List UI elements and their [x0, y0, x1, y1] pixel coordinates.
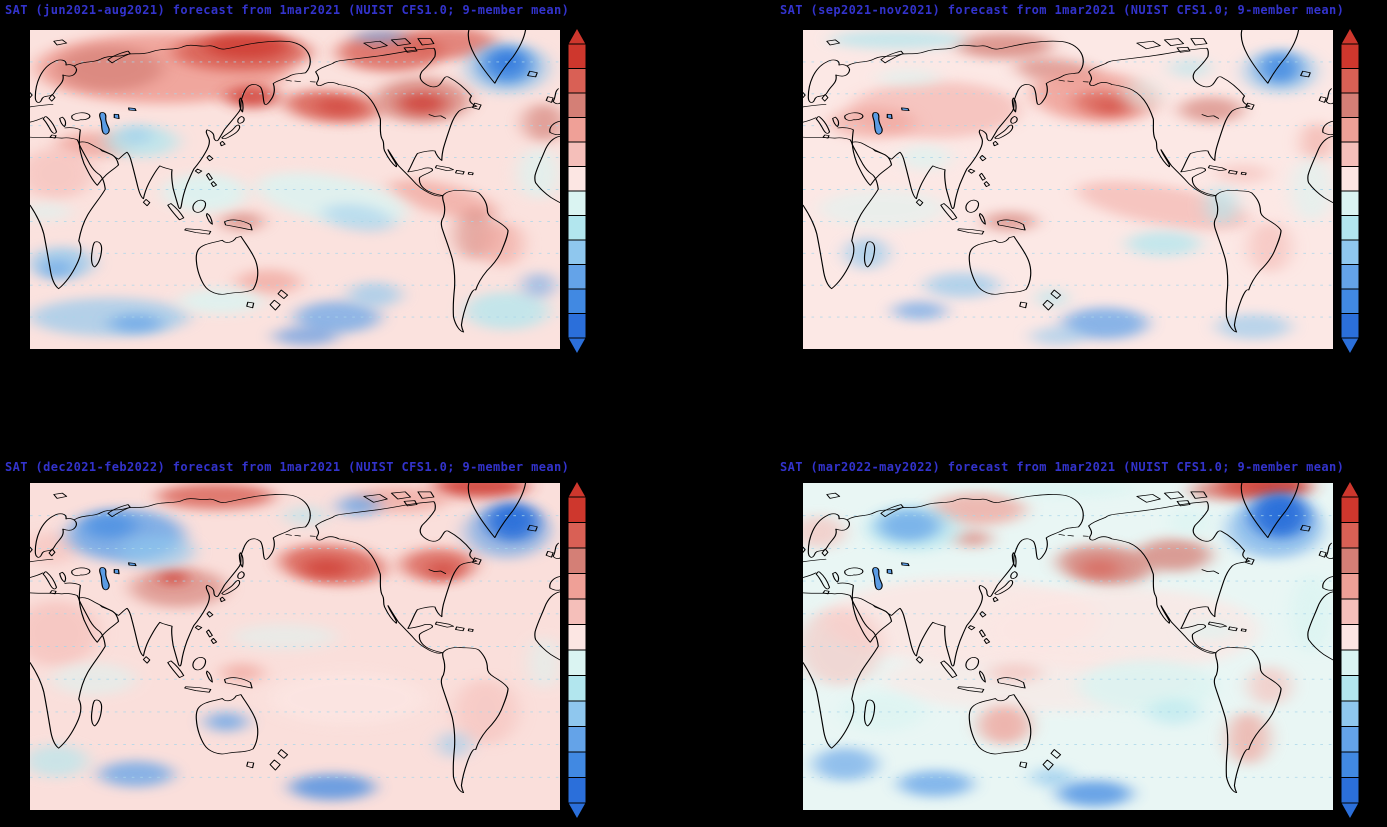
panel-title-jja2021: SAT (jun2021-aug2021) forecast from 1mar…	[5, 3, 570, 17]
map-mam2022	[803, 483, 1333, 810]
colorbar-jja2021	[567, 26, 587, 358]
map-jja2021	[30, 30, 560, 349]
colorbar-son2021	[1340, 26, 1360, 358]
panel-son2021: SAT (sep2021-nov2021) forecast from 1mar…	[773, 0, 1383, 395]
map-son2021	[803, 30, 1333, 349]
map-djf2021-22	[30, 483, 560, 810]
panel-title-djf2021-22: SAT (dec2021-feb2022) forecast from 1mar…	[5, 460, 570, 474]
panel-mam2022: SAT (mar2022-may2022) forecast from 1mar…	[773, 457, 1383, 827]
panel-title-son2021: SAT (sep2021-nov2021) forecast from 1mar…	[780, 3, 1345, 17]
panel-title-mam2022: SAT (mar2022-may2022) forecast from 1mar…	[780, 460, 1345, 474]
colorbar-djf2021-22	[567, 479, 587, 823]
colorbar-mam2022	[1340, 479, 1360, 823]
panel-jja2021: SAT (jun2021-aug2021) forecast from 1mar…	[0, 0, 610, 395]
panel-djf2021-22: SAT (dec2021-feb2022) forecast from 1mar…	[0, 457, 610, 827]
